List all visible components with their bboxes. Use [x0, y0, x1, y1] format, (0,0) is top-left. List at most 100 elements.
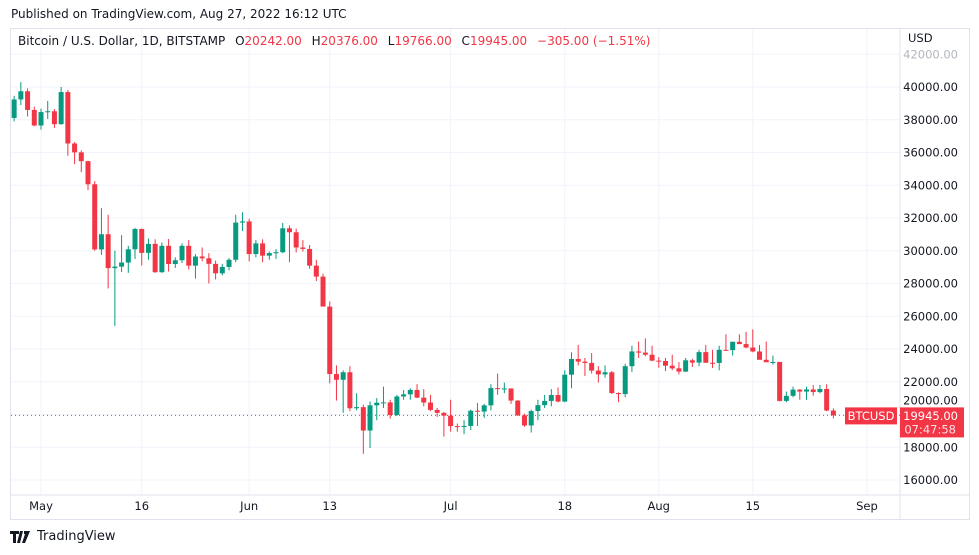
- candle[interactable]: [58, 87, 64, 125]
- candle[interactable]: [824, 384, 830, 412]
- candle[interactable]: [481, 403, 487, 418]
- candle[interactable]: [179, 243, 185, 264]
- candle[interactable]: [427, 394, 433, 412]
- candle[interactable]: [441, 412, 447, 437]
- candle[interactable]: [548, 389, 554, 407]
- candle[interactable]: [629, 345, 635, 372]
- candle[interactable]: [495, 373, 501, 395]
- candle[interactable]: [233, 214, 239, 263]
- candle[interactable]: [213, 260, 219, 280]
- candle[interactable]: [273, 249, 279, 259]
- candle[interactable]: [575, 344, 581, 366]
- candle[interactable]: [186, 240, 192, 270]
- candle[interactable]: [770, 355, 776, 365]
- candle[interactable]: [394, 394, 400, 417]
- candle[interactable]: [474, 403, 480, 426]
- candle[interactable]: [568, 352, 574, 389]
- candle[interactable]: [72, 141, 78, 164]
- candle[interactable]: [542, 394, 548, 408]
- candle[interactable]: [649, 345, 655, 362]
- candle[interactable]: [461, 420, 467, 435]
- candle[interactable]: [320, 273, 326, 307]
- candle[interactable]: [804, 386, 810, 400]
- candle[interactable]: [313, 259, 319, 282]
- candle[interactable]: [307, 245, 313, 269]
- candle[interactable]: [468, 409, 474, 431]
- candle[interactable]: [562, 370, 568, 403]
- candle[interactable]: [367, 401, 373, 449]
- candle[interactable]: [703, 344, 709, 363]
- candle[interactable]: [609, 371, 615, 395]
- candle[interactable]: [5, 74, 10, 120]
- candle[interactable]: [797, 389, 803, 400]
- candle[interactable]: [777, 361, 783, 402]
- candle[interactable]: [65, 89, 71, 156]
- candle[interactable]: [354, 393, 360, 411]
- candle[interactable]: [790, 386, 796, 398]
- candle[interactable]: [347, 366, 353, 412]
- candle[interactable]: [636, 341, 642, 359]
- candle[interactable]: [669, 354, 675, 371]
- candle[interactable]: [528, 409, 534, 433]
- candle[interactable]: [508, 388, 514, 404]
- candle[interactable]: [716, 345, 722, 371]
- candle[interactable]: [98, 208, 104, 255]
- candle[interactable]: [595, 366, 601, 383]
- candle[interactable]: [830, 408, 836, 419]
- candle[interactable]: [125, 245, 131, 273]
- candle[interactable]: [414, 384, 420, 399]
- candle[interactable]: [380, 386, 386, 408]
- candle[interactable]: [286, 225, 292, 263]
- candle[interactable]: [239, 212, 245, 232]
- candle[interactable]: [51, 109, 57, 128]
- candle[interactable]: [817, 385, 823, 394]
- candle[interactable]: [206, 253, 212, 284]
- candle[interactable]: [656, 357, 662, 368]
- candle[interactable]: [280, 222, 286, 254]
- candle[interactable]: [710, 349, 715, 368]
- candle[interactable]: [696, 349, 702, 367]
- candle[interactable]: [763, 341, 769, 363]
- candle[interactable]: [582, 358, 588, 377]
- candle[interactable]: [132, 227, 138, 259]
- footer-brand[interactable]: TradingView: [10, 529, 116, 544]
- candle[interactable]: [757, 344, 763, 360]
- candle[interactable]: [683, 358, 689, 372]
- candle[interactable]: [11, 95, 17, 122]
- candle[interactable]: [515, 400, 521, 417]
- candle[interactable]: [78, 150, 84, 173]
- candle[interactable]: [253, 240, 259, 258]
- candle[interactable]: [92, 181, 98, 251]
- candle[interactable]: [293, 228, 299, 253]
- candle[interactable]: [31, 106, 37, 127]
- candle[interactable]: [589, 353, 595, 374]
- candle[interactable]: [360, 404, 366, 454]
- candle[interactable]: [139, 228, 145, 266]
- candle[interactable]: [112, 250, 118, 327]
- candle[interactable]: [401, 389, 407, 400]
- candle[interactable]: [159, 242, 165, 273]
- candle[interactable]: [615, 392, 621, 403]
- candle[interactable]: [387, 399, 393, 419]
- candle[interactable]: [723, 334, 729, 351]
- candle[interactable]: [119, 235, 125, 273]
- candle[interactable]: [448, 399, 454, 432]
- candle[interactable]: [333, 365, 339, 401]
- candle[interactable]: [730, 341, 736, 356]
- candle[interactable]: [676, 362, 682, 375]
- candle[interactable]: [85, 160, 91, 191]
- candle[interactable]: [25, 88, 31, 117]
- candle[interactable]: [152, 239, 158, 273]
- candle[interactable]: [45, 100, 51, 119]
- candle[interactable]: [555, 387, 561, 403]
- candle[interactable]: [172, 257, 178, 268]
- candle[interactable]: [226, 258, 232, 271]
- candle[interactable]: [662, 358, 668, 372]
- candle[interactable]: [434, 407, 440, 417]
- candle[interactable]: [454, 423, 460, 432]
- symbol-description[interactable]: Bitcoin / U.S. Dollar, 1D, BITSTAMP: [18, 34, 226, 48]
- candle[interactable]: [192, 254, 198, 279]
- candle[interactable]: [521, 413, 527, 427]
- candle[interactable]: [327, 301, 333, 384]
